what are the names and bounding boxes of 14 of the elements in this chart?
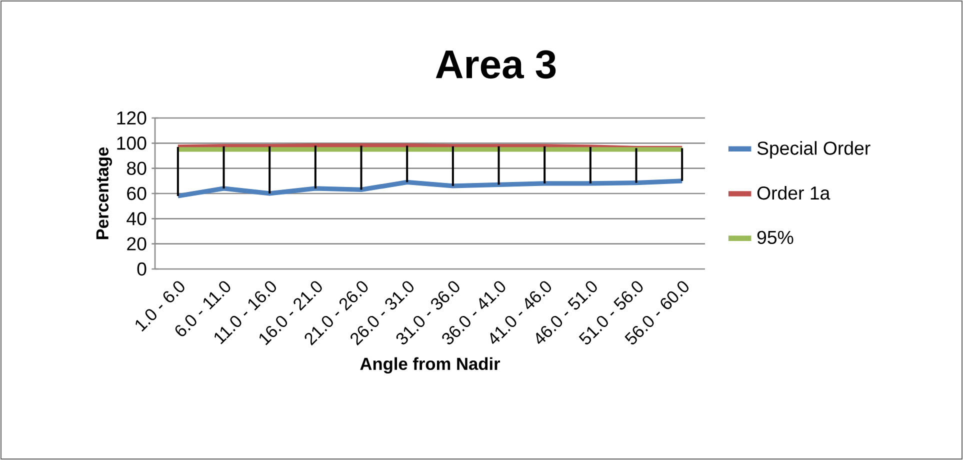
chart-title: Area 3 <box>436 50 556 79</box>
y-tick-label: 40 <box>126 212 146 226</box>
y-tick-label: 0 <box>137 262 146 276</box>
legend-label: 95% <box>757 230 794 244</box>
y-tick-label: 80 <box>127 162 146 175</box>
y-axis-title: Percentage <box>96 147 112 240</box>
y-tick-label: 120 <box>117 111 146 125</box>
y-tick-label: 60 <box>127 186 146 200</box>
x-axis-title: Angle from Nadir <box>360 357 500 374</box>
legend-label: Order 1a <box>757 186 830 200</box>
legend-label: Special Order <box>757 141 870 159</box>
y-tick-label: 100 <box>117 136 146 150</box>
line-series <box>176 178 684 198</box>
y-tick-label: 20 <box>127 237 146 250</box>
